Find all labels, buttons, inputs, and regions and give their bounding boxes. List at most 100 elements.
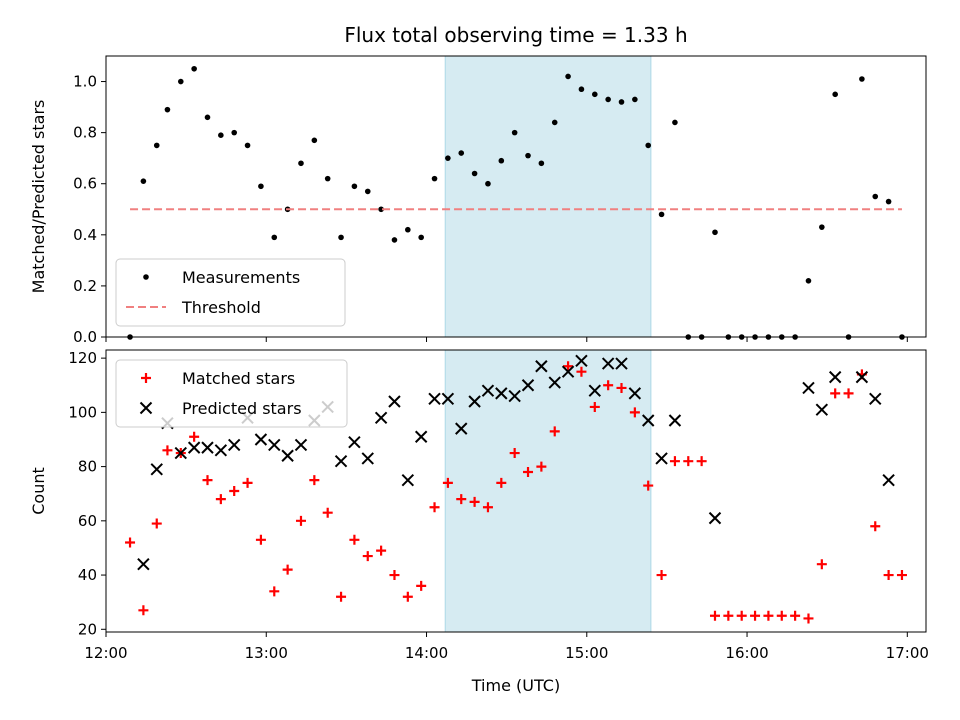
predicted-star-point xyxy=(334,454,348,468)
matched-star-point xyxy=(736,610,747,621)
y-tick-label: 0.6 xyxy=(73,175,97,193)
measurement-point xyxy=(605,96,611,103)
measurement-point xyxy=(819,224,825,230)
highlight-band xyxy=(444,349,652,633)
measurement-point xyxy=(805,278,812,284)
predicted-star-point xyxy=(802,381,815,395)
measurement-point xyxy=(191,65,197,72)
matched-star-point xyxy=(750,610,761,621)
matched-star-point xyxy=(295,515,306,526)
legend-label: Matched stars xyxy=(182,369,295,388)
measurement-point xyxy=(885,198,892,205)
matched-star-point xyxy=(576,366,587,377)
legend: Measurements Threshold xyxy=(115,258,346,327)
matched-star-point xyxy=(776,610,787,621)
matched-star-point xyxy=(709,610,720,621)
chart-title: Flux total observing time = 1.33 h xyxy=(344,23,687,47)
predicted-star-point xyxy=(855,370,869,384)
matched-star-point xyxy=(603,380,614,391)
matched-star-point xyxy=(282,564,293,575)
measurement-point xyxy=(872,193,879,200)
bottom-panel: 20 40 60 80 100 120 12:00 13:00 14:00 15:00 16:00 1… xyxy=(29,349,929,662)
measurement-point xyxy=(298,160,304,167)
measurement-point xyxy=(218,132,224,138)
legend: Matched stars Predicted stars xyxy=(115,359,348,428)
predicted-star-point xyxy=(374,411,388,424)
predicted-star-point xyxy=(174,446,187,460)
matched-star-point xyxy=(549,426,560,437)
measurement-point xyxy=(551,119,558,126)
x-axis-label: Time (UTC) xyxy=(471,676,560,695)
matched-star-point xyxy=(269,586,280,597)
predicted-star-point xyxy=(214,444,228,457)
measurement-point xyxy=(458,150,465,156)
matched-star-point xyxy=(389,570,400,581)
matched-star-point xyxy=(429,502,440,513)
measurement-point xyxy=(658,211,665,218)
predicted-star-point xyxy=(281,449,294,462)
y-tick-label: 20 xyxy=(78,620,97,638)
predicted-star-point xyxy=(642,414,655,427)
matched-star-point xyxy=(322,507,333,518)
matched-star-point xyxy=(151,518,162,529)
matched-star-point xyxy=(125,537,136,548)
predicted-star-point xyxy=(150,463,163,476)
predicted-star-point xyxy=(137,558,150,571)
y-tick-label: 40 xyxy=(78,566,97,584)
matched-star-point xyxy=(189,431,200,442)
predicted-star-point xyxy=(428,392,441,406)
measurement-point xyxy=(498,157,505,164)
matched-star-point xyxy=(563,361,574,372)
measurement-point xyxy=(445,155,451,161)
measurement-point xyxy=(565,73,571,80)
matched-star-point xyxy=(683,456,694,467)
matched-star-point xyxy=(456,494,467,505)
predicted-star-point xyxy=(254,433,268,446)
matched-star-point xyxy=(442,477,453,488)
predicted-star-point xyxy=(361,452,374,465)
predicted-star-point xyxy=(575,354,588,368)
measurement-point xyxy=(391,237,398,243)
measurement-point xyxy=(418,234,424,241)
measurement-point xyxy=(431,175,438,182)
x-tick-label: 13:00 xyxy=(245,644,288,662)
predicted-star-point xyxy=(561,365,575,378)
measurement-point xyxy=(324,175,331,182)
measurement-point xyxy=(351,183,358,190)
predicted-star-point xyxy=(187,441,201,454)
measurement-point xyxy=(632,96,638,103)
y-tick-label: 1.0 xyxy=(73,73,97,91)
predicted-star-point xyxy=(495,387,508,400)
matched-star-point xyxy=(536,461,547,472)
matched-star-point xyxy=(883,570,894,581)
y-tick-label: 0.8 xyxy=(73,124,97,142)
predicted-star-point xyxy=(521,379,535,392)
predicted-star-point xyxy=(468,395,481,408)
measurement-point xyxy=(618,99,625,105)
legend-matched-swatch xyxy=(141,373,151,383)
measurement-point xyxy=(525,152,531,159)
matched-star-point xyxy=(309,475,320,486)
matched-star-point xyxy=(202,475,213,486)
predicted-star-point xyxy=(548,376,561,389)
matched-star-point xyxy=(469,496,480,507)
predicted-star-point xyxy=(508,389,521,403)
highlight-band xyxy=(444,55,652,338)
measurement-point xyxy=(338,234,344,241)
matched-star-point xyxy=(402,591,413,602)
measurement-point xyxy=(231,129,238,136)
predicted-star-point xyxy=(708,511,722,525)
legend-label: Predicted stars xyxy=(182,399,302,418)
matched-star-point xyxy=(255,534,266,545)
matched-star-point xyxy=(496,477,507,488)
x-tick-label: 16:00 xyxy=(725,644,768,662)
matched-star-point xyxy=(643,480,654,491)
legend-predicted-swatch xyxy=(139,401,153,415)
matched-star-point xyxy=(589,401,600,412)
measurement-point xyxy=(471,170,478,177)
matched-star-point xyxy=(816,559,827,570)
matched-star-point xyxy=(509,448,520,459)
measurement-point xyxy=(364,188,371,195)
measurement-point xyxy=(832,91,838,98)
matched-star-point xyxy=(830,388,841,399)
